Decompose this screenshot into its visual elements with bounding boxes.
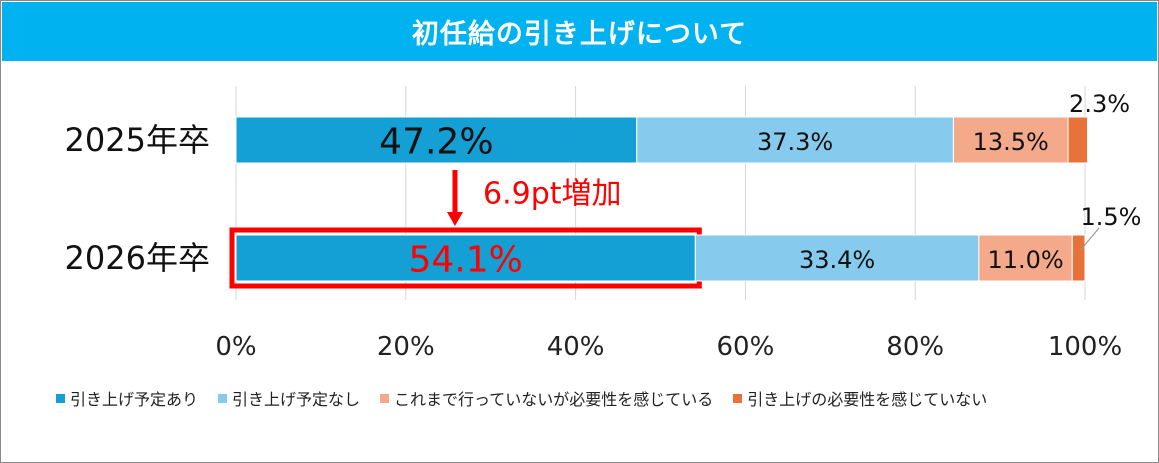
legend-swatch: [380, 393, 390, 403]
legend-item: 引き上げの必要性を感じていない: [733, 386, 987, 410]
legend-item: 引き上げ予定なし: [218, 386, 360, 410]
bar-segment: [952, 116, 1069, 164]
increase-annotation: 6.9pt増加: [483, 177, 622, 212]
x-tick-label: 40%: [547, 332, 605, 362]
data-label: 54.1%: [408, 240, 522, 281]
category-label: 2026年卒: [65, 239, 210, 277]
data-label: 33.4%: [799, 246, 875, 274]
data-label: 47.2%: [379, 122, 493, 163]
bar-segment: [978, 234, 1073, 282]
x-tick-label: 0%: [215, 332, 256, 362]
bar-segment: [1071, 234, 1086, 282]
bar-segment: [1067, 116, 1089, 164]
legend-label: 引き上げの必要性を感じていない: [747, 390, 988, 409]
legend-item: 引き上げ予定あり: [56, 386, 198, 410]
legend-label: 引き上げ予定あり: [70, 390, 199, 409]
category-label: 2025年卒: [65, 121, 210, 159]
legend-label: これまで行っていないが必要性を感じている: [394, 390, 714, 409]
legend-label: 引き上げ予定なし: [232, 390, 361, 409]
bar-segment: [636, 116, 954, 164]
x-tick-label: 60%: [717, 332, 775, 362]
bar-segment: [235, 234, 696, 282]
legend-swatch: [733, 393, 743, 403]
x-tick-label: 20%: [377, 332, 435, 362]
x-tick-label: 80%: [886, 332, 944, 362]
data-label: 37.3%: [757, 128, 833, 156]
chart-title: 初任給の引き上げについて: [2, 2, 1157, 61]
leader-line: [1080, 227, 1100, 251]
data-label: 1.5%: [1081, 203, 1142, 231]
data-label: 11.0%: [987, 246, 1063, 274]
chart-legend: 引き上げ予定あり 引き上げ予定なし これまで行っていないが必要性を感じている 引き上げ…: [56, 386, 1007, 410]
x-tick-label: 100%: [1048, 332, 1122, 362]
legend-item: これまで行っていないが必要性を感じている: [380, 386, 713, 410]
increase-arrow-head: [447, 212, 463, 226]
bar-segment: [694, 234, 980, 282]
data-label: 2.3%: [1069, 90, 1130, 118]
legend-swatch: [56, 393, 65, 403]
data-label: 13.5%: [973, 128, 1049, 156]
legend-swatch: [218, 393, 228, 403]
